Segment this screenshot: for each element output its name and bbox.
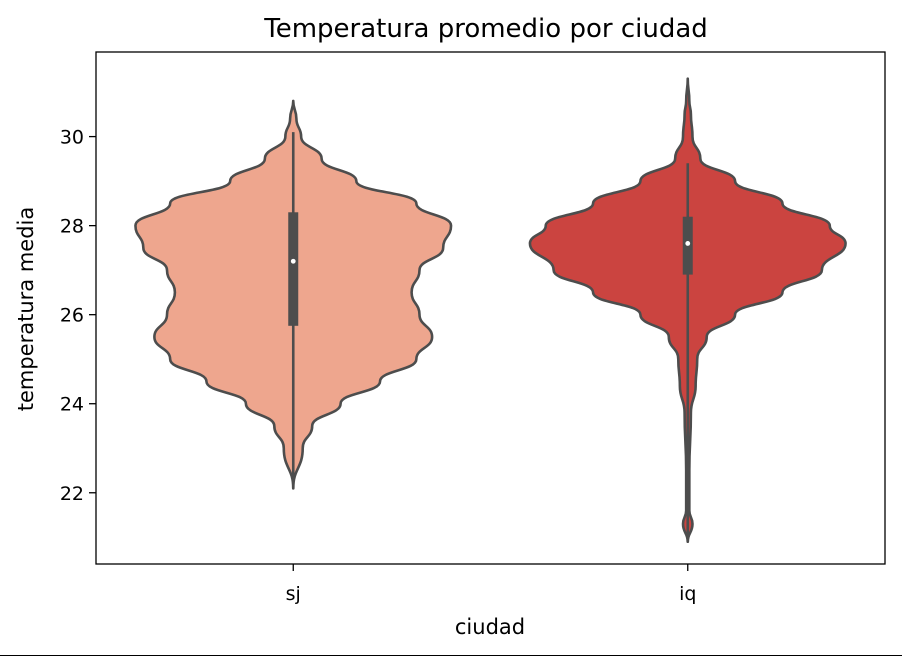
iqr-box-sj xyxy=(288,212,299,326)
x-axis: sj iq xyxy=(286,564,696,605)
chart-title: Temperatura promedio por ciudad xyxy=(263,14,708,44)
axes-frame xyxy=(95,51,886,565)
y-tick-label: 24 xyxy=(60,394,84,416)
x-tick-label-sj: sj xyxy=(286,583,301,605)
median-dot-iq xyxy=(685,241,691,246)
bottom-divider xyxy=(0,655,902,656)
violin-group xyxy=(134,77,847,544)
x-axis-label: ciudad xyxy=(455,615,525,639)
y-tick-label: 28 xyxy=(60,216,84,238)
x-tick-label-iq: iq xyxy=(679,583,696,605)
y-axis-label: temperatura media xyxy=(14,207,38,412)
y-axis: 22 24 26 28 30 xyxy=(60,127,96,505)
y-tick-label: 22 xyxy=(60,483,84,505)
y-tick-label: 26 xyxy=(60,305,84,327)
y-tick-label: 30 xyxy=(60,127,84,149)
median-dot-sj xyxy=(290,258,296,264)
